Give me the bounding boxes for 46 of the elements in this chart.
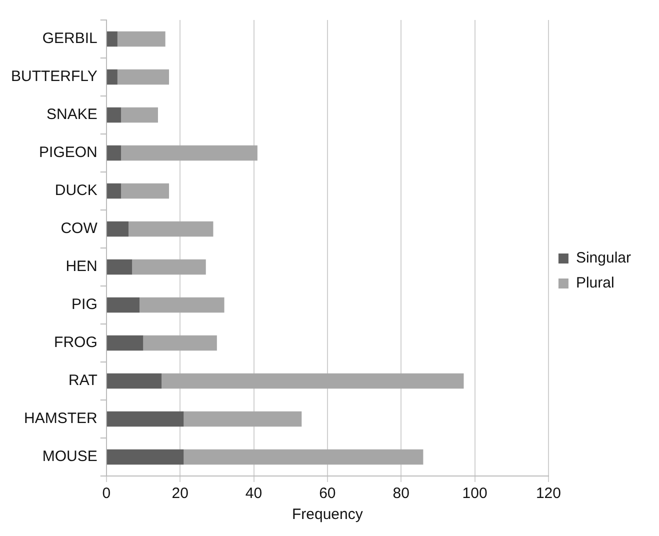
- bar: [106, 449, 184, 465]
- x-tick-label: 20: [172, 485, 188, 502]
- x-tick-label: 120: [536, 485, 561, 502]
- y-tick-label: SNAKE: [46, 106, 98, 124]
- bar: [140, 297, 224, 313]
- bar: [184, 449, 424, 465]
- x-axis-title: Frequency: [292, 506, 364, 524]
- x-tick-label: 80: [392, 485, 410, 502]
- bar: [106, 183, 122, 199]
- bar: [121, 107, 158, 123]
- bar: [106, 335, 144, 351]
- y-tick-label: HAMSTER: [24, 410, 98, 428]
- x-tick-label: 40: [245, 485, 262, 502]
- bar: [121, 145, 258, 161]
- bar: [132, 259, 206, 275]
- bar: [106, 31, 118, 47]
- bar: [117, 69, 170, 85]
- x-tick-label: 0: [102, 485, 111, 502]
- y-tick-label: HEN: [66, 258, 98, 276]
- bar: [106, 221, 128, 237]
- bar: [143, 335, 217, 351]
- y-tick-label: DUCK: [54, 182, 98, 200]
- bar: [106, 373, 162, 389]
- bar: [184, 411, 302, 427]
- bar: [106, 145, 122, 161]
- bar: [121, 183, 170, 199]
- bar: [106, 107, 122, 123]
- y-tick-label: PIGEON: [39, 144, 98, 162]
- x-tick-label: 60: [319, 485, 336, 502]
- bar: [162, 373, 464, 389]
- bar: [106, 297, 140, 313]
- y-tick-label: MOUSE: [42, 448, 98, 466]
- y-tick-label: GERBIL: [42, 30, 98, 48]
- y-tick-label: COW: [60, 220, 98, 238]
- bar: [106, 259, 132, 275]
- legend-label: Plural: [576, 274, 614, 292]
- y-tick-label: BUTTERFLY: [10, 68, 98, 86]
- y-tick-label: RAT: [68, 372, 98, 390]
- legend-label: Singular: [576, 250, 632, 267]
- bar: [106, 69, 118, 85]
- x-tick-label: 100: [462, 485, 488, 502]
- bar: [128, 221, 214, 237]
- y-tick-label: FROG: [54, 334, 98, 352]
- y-tick-label: PIG: [72, 296, 98, 314]
- bar: [106, 411, 184, 427]
- bar: [117, 31, 166, 47]
